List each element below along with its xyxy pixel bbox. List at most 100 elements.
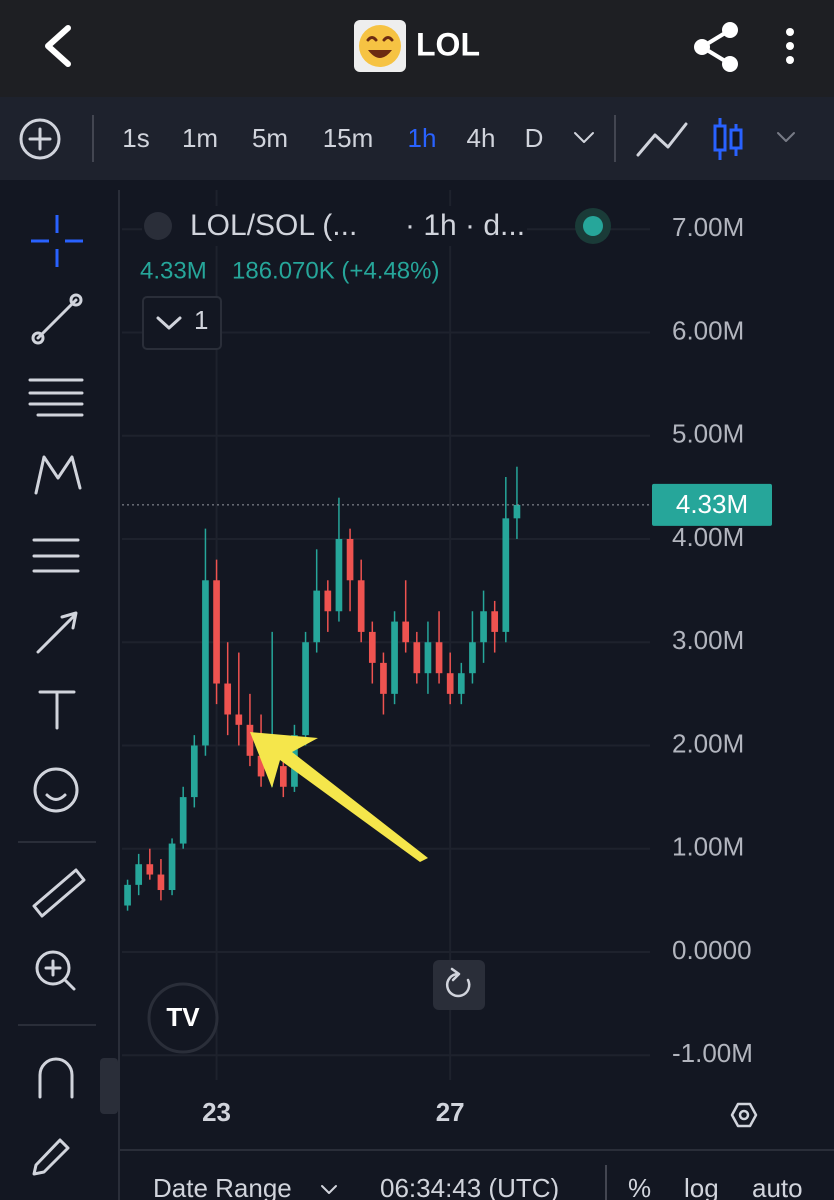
candle-body xyxy=(346,538,354,581)
ruler-tool[interactable] xyxy=(32,868,86,918)
candle-body xyxy=(457,673,465,694)
tv-logo[interactable] xyxy=(147,982,219,1054)
candle-body xyxy=(413,642,421,674)
legend-interval: · 1h · d... xyxy=(405,209,525,242)
tool-dot xyxy=(31,331,45,345)
interval-dropdown[interactable] xyxy=(574,132,594,143)
emoji-tool[interactable] xyxy=(33,767,79,813)
log-button[interactable]: log xyxy=(684,1173,719,1200)
candle-body xyxy=(235,714,243,725)
candle-body xyxy=(224,683,232,715)
collapse-panel[interactable] xyxy=(100,1058,118,1114)
candle-body xyxy=(357,580,365,632)
candle-body xyxy=(202,580,209,746)
brush-tool[interactable] xyxy=(36,611,78,654)
plus-icon xyxy=(28,127,52,151)
auto-button[interactable]: auto xyxy=(752,1173,803,1200)
trend-line-tool[interactable] xyxy=(36,298,78,340)
zoom-icon xyxy=(44,959,76,991)
candle-body xyxy=(279,766,287,787)
tool-dot xyxy=(69,293,83,307)
candle-body xyxy=(324,590,332,612)
last-price-label: 4.33M xyxy=(676,489,748,519)
share-button[interactable] xyxy=(694,22,738,72)
back-button[interactable] xyxy=(45,25,71,67)
candle-body xyxy=(124,884,131,906)
candle-body xyxy=(391,621,398,694)
y-tick-label: 6.00M xyxy=(672,315,744,345)
settings-button[interactable] xyxy=(730,1102,758,1128)
candle-body xyxy=(246,724,254,756)
interval-button[interactable]: 15m xyxy=(323,123,374,153)
tv-logo-text: TV xyxy=(166,1002,200,1032)
last-price-box xyxy=(652,483,772,526)
interval-button[interactable]: D xyxy=(525,123,544,153)
legend-bg xyxy=(142,206,527,246)
candle-body xyxy=(190,745,198,798)
lock-draw-tool[interactable] xyxy=(32,1138,70,1176)
legend-symbol: LOL/SOL (... xyxy=(190,209,357,242)
zoom-tool[interactable] xyxy=(35,950,71,986)
line-style-button[interactable] xyxy=(636,122,688,157)
legend-count: 1 xyxy=(194,305,208,335)
crosshair-tool[interactable] xyxy=(31,215,83,267)
interval-toolbar xyxy=(0,97,834,180)
style-dropdown[interactable] xyxy=(777,132,795,142)
candle-body xyxy=(502,518,510,632)
candle-body xyxy=(513,504,521,519)
candle-body xyxy=(335,538,343,612)
candle-body xyxy=(213,580,220,684)
interval-button[interactable]: 4h xyxy=(467,123,496,153)
clock: 06:34:43 (UTC) xyxy=(380,1173,559,1200)
candle-body xyxy=(135,864,143,885)
y-tick-label: 7.00M xyxy=(672,212,744,242)
y-tick-label: 0.0000 xyxy=(672,935,752,965)
more-button[interactable] xyxy=(786,28,794,64)
reset-icon xyxy=(445,967,471,998)
add-indicator-button[interactable] xyxy=(19,118,61,160)
y-tick-label: 1.00M xyxy=(672,832,744,862)
x-tick-label: 23 xyxy=(202,1097,231,1127)
settings-dot xyxy=(738,1109,750,1121)
magnet-tool[interactable] xyxy=(38,1057,74,1099)
chevron xyxy=(156,316,182,330)
candle-body xyxy=(368,631,376,663)
y-tick-label: 4.00M xyxy=(672,522,744,552)
x-tick-label: 27 xyxy=(436,1097,465,1127)
status-dot xyxy=(583,216,603,236)
y-tick-label: 2.00M xyxy=(672,728,744,758)
candle-body xyxy=(491,611,499,632)
emoji-face xyxy=(359,25,401,67)
date-range-chevron xyxy=(321,1185,337,1194)
candle-body xyxy=(446,673,454,694)
pattern-tool[interactable] xyxy=(34,455,82,495)
tool-panel xyxy=(0,190,118,1200)
interval-button[interactable]: 1m xyxy=(182,123,218,153)
fib-tool[interactable] xyxy=(28,378,84,417)
candle-body xyxy=(402,621,410,643)
emoji-eyes xyxy=(366,36,394,42)
percent-button[interactable]: % xyxy=(628,1173,651,1200)
reset-button[interactable] xyxy=(433,960,485,1010)
symbol-badge xyxy=(144,212,172,240)
candle-body xyxy=(157,874,165,891)
candle-style-button[interactable] xyxy=(713,118,743,160)
interval-button[interactable]: 5m xyxy=(252,123,288,153)
candles xyxy=(124,466,521,911)
legend-price: 4.33M xyxy=(140,257,207,284)
interval-button[interactable]: 1h xyxy=(408,123,437,153)
text-tool[interactable] xyxy=(38,690,76,730)
projection-tool[interactable] xyxy=(32,538,80,573)
collapse-legend-button[interactable] xyxy=(142,296,222,350)
interval-group: 1s 1m 5m 15m 1h 4h D xyxy=(122,123,543,153)
interval-button[interactable]: 1s xyxy=(122,123,149,153)
candle-body xyxy=(146,864,154,875)
candle-body xyxy=(424,642,432,674)
candle-body xyxy=(179,797,187,844)
date-range-button[interactable]: Date Range xyxy=(153,1173,292,1200)
candle-body xyxy=(168,843,176,891)
arrow-annotation xyxy=(250,732,428,862)
candle-body xyxy=(313,590,321,643)
